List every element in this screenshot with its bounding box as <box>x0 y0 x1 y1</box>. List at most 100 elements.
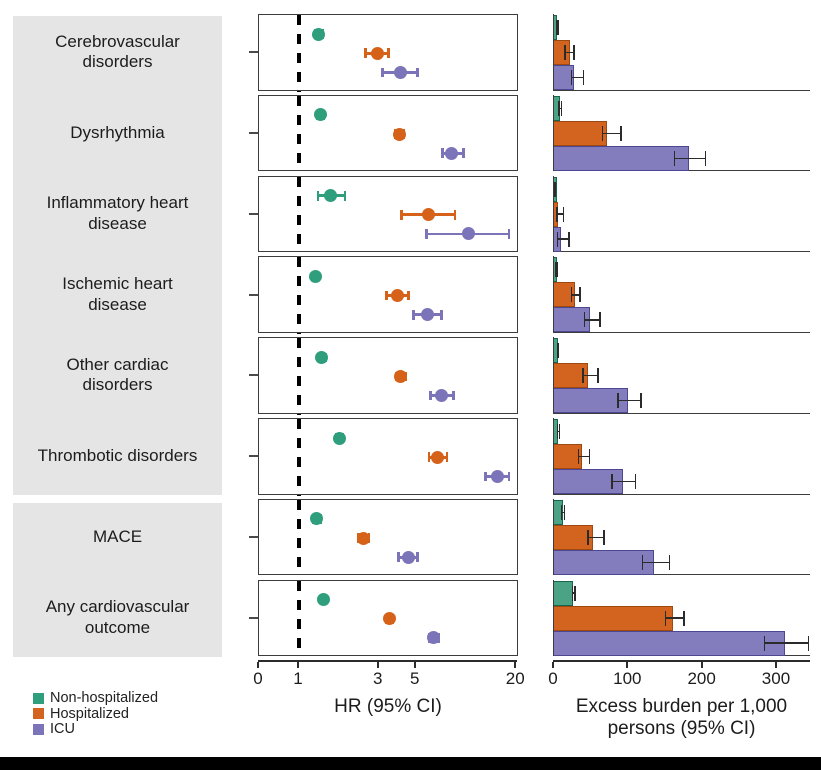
burden-bar-hospitalized <box>554 524 593 550</box>
hr-reference-line <box>297 176 301 254</box>
burden-panel <box>553 256 810 333</box>
burden-ci-cap-high <box>560 100 563 116</box>
hr-point-hospitalized <box>431 450 445 464</box>
hr-ci-cap-low <box>425 229 428 239</box>
burden-panel <box>553 418 810 495</box>
hr-reference-line <box>297 95 301 173</box>
burden-ci-line <box>577 455 591 458</box>
hr-axis-tick-label: 20 <box>505 669 525 689</box>
hr-point-hospitalized <box>421 208 435 222</box>
hr-ci-cap-high <box>387 48 390 59</box>
hr-axis-tick-label: 0 <box>253 669 263 689</box>
hr-axis-tick-label: 5 <box>409 669 420 689</box>
burden-ci-cap-low <box>577 449 580 464</box>
hr-point-icu <box>462 227 476 241</box>
burden-ci-cap-high <box>579 287 581 303</box>
burden-axis-tick-label: 0 <box>548 669 558 689</box>
burden-ci-line <box>558 107 563 109</box>
outcome-label: Cerebrovascular disorders <box>13 14 222 91</box>
legend-label: ICU <box>50 721 75 737</box>
legend-swatch-icu <box>33 723 44 735</box>
hr-point-hospitalized <box>383 612 397 626</box>
hr-ci-cap-low <box>385 290 388 301</box>
hr-reference-line <box>297 419 301 496</box>
hr-ci-cap-low <box>428 390 432 401</box>
outcome-label-box-bottom <box>13 503 222 657</box>
burden-bar-icu <box>554 630 786 656</box>
burden-axis-line <box>553 660 810 663</box>
burden-panel <box>553 337 810 414</box>
burden-ci-cap-low <box>556 231 559 247</box>
outcome-label-text: Other cardiac disorders <box>66 354 169 395</box>
hr-panel-ytick <box>249 616 258 619</box>
burden-ci-line <box>673 157 707 159</box>
hr-panel <box>258 418 518 496</box>
burden-bar-hospitalized <box>554 605 673 631</box>
hr-point-hospitalized <box>394 369 408 383</box>
burden-panel <box>553 14 810 91</box>
hr-point-non-hospitalized <box>310 512 324 526</box>
burden-ci-cap-high <box>807 635 809 651</box>
hr-ci-cap-low <box>427 452 431 463</box>
burden-ci-cap-high <box>557 262 559 278</box>
burden-ci-cap-low <box>664 610 667 626</box>
outcome-label-text: Inflammatory heart disease <box>46 193 189 233</box>
burden-ci-cap-low <box>558 100 560 116</box>
hr-panel-ytick <box>249 132 258 135</box>
burden-ci-cap-low <box>571 287 573 303</box>
burden-ci-cap-low <box>564 45 566 60</box>
hr-ci-cap-low <box>316 190 320 201</box>
burden-ci-line <box>556 430 560 433</box>
hr-ci-cap-high <box>343 190 347 201</box>
outcome-label-box-top <box>13 16 222 495</box>
outcome-label-text: Ischemic heart disease <box>62 273 173 314</box>
hr-point-non-hospitalized <box>313 108 327 122</box>
burden-ci-cap-high <box>574 585 576 601</box>
hr-ci-cap-high <box>445 452 449 463</box>
legend-swatch-hospitalized <box>33 708 44 719</box>
burden-ci-cap-high <box>683 610 685 626</box>
burden-bar-hospitalized <box>554 444 582 469</box>
outcome-label: Inflammatory heart disease <box>13 176 222 253</box>
hr-reference-line <box>297 580 301 658</box>
hr-reference-line <box>297 257 301 334</box>
hr-ci-cap-high <box>462 148 465 158</box>
hr-panel <box>258 14 518 92</box>
outcome-label: Thrombotic disorders <box>13 418 222 495</box>
hr-ci-cap-high <box>440 309 443 320</box>
burden-bar-icu <box>554 549 655 575</box>
burden-axis-title: Excess burden per 1,000 persons (95% CI) <box>552 696 812 740</box>
burden-ci-cap-high <box>563 504 566 520</box>
burden-ci-cap-high <box>620 125 622 141</box>
burden-ci-line <box>763 642 809 644</box>
hr-point-icu <box>445 146 459 160</box>
hr-panel-ytick <box>249 374 258 377</box>
outcome-label-text: Thrombotic disorders <box>37 445 198 465</box>
legend-label: Hospitalized <box>50 705 129 722</box>
burden-ci-cap-high <box>573 45 575 60</box>
burden-ci-cap-low <box>617 393 619 409</box>
hr-panel-ytick <box>249 51 258 54</box>
hr-panel <box>258 256 518 334</box>
hr-panel <box>258 498 518 577</box>
hr-point-hospitalized <box>392 127 406 141</box>
outcome-label-text: Dysrhythmia <box>70 122 165 142</box>
hr-panel-ytick <box>249 293 258 296</box>
hr-ci-cap-high <box>507 229 511 239</box>
burden-bar-hospitalized <box>554 120 607 146</box>
burden-axis-title-line2: persons (95% CI) <box>607 717 756 739</box>
burden-ci-line <box>571 592 576 594</box>
hr-ci-cap-low <box>412 309 415 320</box>
hr-point-non-hospitalized <box>312 27 326 41</box>
hr-ci-cap-low <box>381 67 385 78</box>
burden-ci-line <box>582 374 599 377</box>
burden-ci-cap-low <box>601 125 603 141</box>
hr-reference-line <box>297 338 301 415</box>
burden-ci-cap-low <box>556 343 559 359</box>
burden-axis-tick <box>700 662 703 669</box>
burden-axis-tick <box>552 662 554 669</box>
bottom-rule <box>0 757 821 770</box>
burden-ci-cap-high <box>568 231 570 247</box>
burden-bar-icu <box>554 145 690 171</box>
hr-point-icu <box>401 550 415 564</box>
